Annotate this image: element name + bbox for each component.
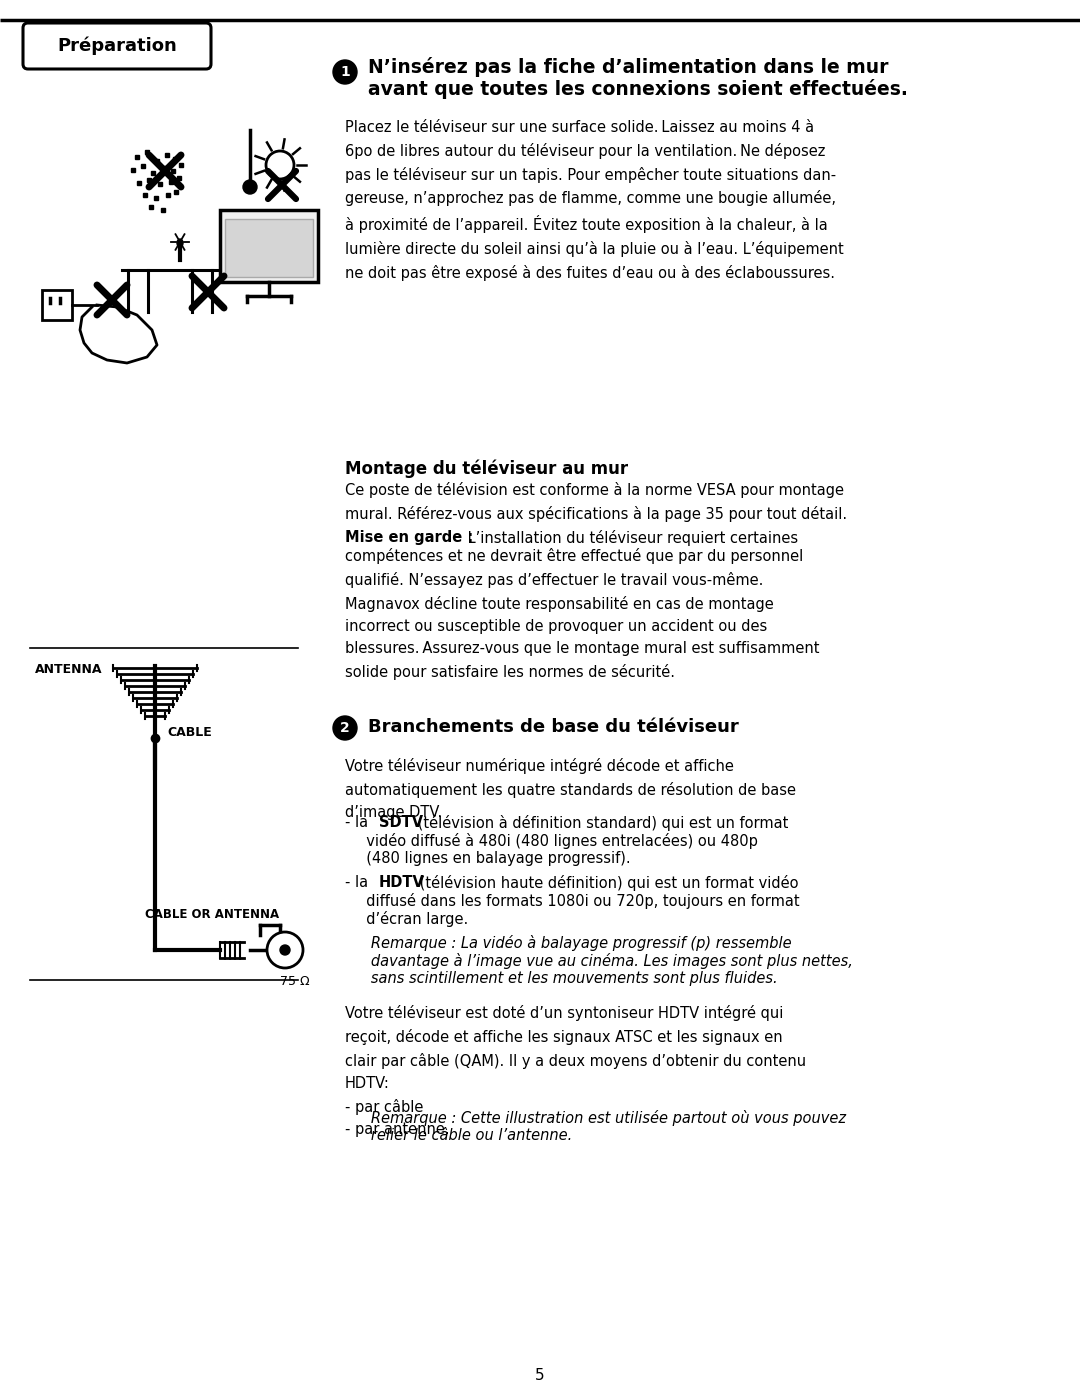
Text: (télévision à définition standard) qui est un format: (télévision à définition standard) qui e… (413, 814, 788, 831)
Text: Placez le téléviseur sur une surface solide. Laissez au moins 4 à
6po de libres : Placez le téléviseur sur une surface sol… (345, 120, 843, 281)
Circle shape (333, 60, 357, 84)
Text: 2: 2 (340, 721, 350, 735)
Text: (télévision haute définition) qui est un format vidéo: (télévision haute définition) qui est un… (415, 875, 798, 891)
Circle shape (243, 180, 257, 194)
Text: Préparation: Préparation (57, 36, 177, 56)
Text: Montage du téléviseur au mur: Montage du téléviseur au mur (345, 460, 629, 479)
Text: davantage à l’image vue au cinéma. Les images sont plus nettes,: davantage à l’image vue au cinéma. Les i… (357, 953, 853, 970)
Text: Branchements de base du téléviseur: Branchements de base du téléviseur (368, 718, 739, 736)
Text: CABLE OR ANTENNA: CABLE OR ANTENNA (145, 908, 279, 921)
Text: (480 lignes en balayage progressif).: (480 lignes en balayage progressif). (357, 851, 631, 866)
FancyBboxPatch shape (23, 22, 211, 68)
Text: ANTENNA: ANTENNA (35, 664, 103, 676)
Text: vidéo diffusé à 480i (480 lignes entrelacées) ou 480p: vidéo diffusé à 480i (480 lignes entrela… (357, 833, 758, 849)
Text: - la: - la (345, 875, 373, 890)
Text: 75 Ω: 75 Ω (280, 975, 310, 988)
Bar (220, 210, 318, 282)
Text: 1: 1 (340, 66, 350, 80)
Text: Ce poste de télévision est conforme à la norme VESA pour montage
mural. Référez-: Ce poste de télévision est conforme à la… (345, 482, 847, 522)
Circle shape (333, 717, 357, 740)
Text: N’insérez pas la fiche d’alimentation dans le mur: N’insérez pas la fiche d’alimentation da… (368, 57, 889, 77)
Circle shape (280, 944, 291, 956)
Text: sans scintillement et les mouvements sont plus fluides.: sans scintillement et les mouvements son… (357, 971, 778, 986)
Text: Votre téléviseur numérique intégré décode et affiche
automatiquement les quatre : Votre téléviseur numérique intégré décod… (345, 759, 796, 820)
Text: SDTV: SDTV (379, 814, 423, 830)
Bar (42, 291, 72, 320)
Ellipse shape (177, 239, 183, 247)
Text: HDTV: HDTV (379, 875, 424, 890)
Text: Votre téléviseur est doté d’un syntoniseur HDTV intégré qui
reçoit, décode et af: Votre téléviseur est doté d’un syntonise… (345, 1004, 806, 1137)
Text: relier le câble ou l’antenne.: relier le câble ou l’antenne. (357, 1127, 572, 1143)
Text: CABLE: CABLE (167, 726, 212, 739)
Text: Remarque : La vidéo à balayage progressif (p) ressemble: Remarque : La vidéo à balayage progressi… (357, 935, 792, 951)
Text: diffusé dans les formats 1080i ou 720p, toujours en format: diffusé dans les formats 1080i ou 720p, … (357, 893, 799, 909)
Text: L’installation du téléviseur requiert certaines: L’installation du téléviseur requiert ce… (463, 529, 798, 546)
Text: Mise en garde :: Mise en garde : (345, 529, 473, 545)
Circle shape (267, 932, 303, 968)
Text: Remarque : Cette illustration est utilisée partout où vous pouvez: Remarque : Cette illustration est utilis… (357, 1111, 846, 1126)
Circle shape (266, 151, 294, 179)
Bar (225, 219, 313, 277)
Text: d’écran large.: d’écran large. (357, 911, 469, 928)
Text: avant que toutes les connexions soient effectuées.: avant que toutes les connexions soient e… (368, 80, 908, 99)
Text: - la: - la (345, 814, 373, 830)
Text: compétences et ne devrait être effectué que par du personnel
qualifié. N’essayez: compétences et ne devrait être effectué … (345, 548, 820, 680)
Text: 5: 5 (536, 1368, 544, 1383)
